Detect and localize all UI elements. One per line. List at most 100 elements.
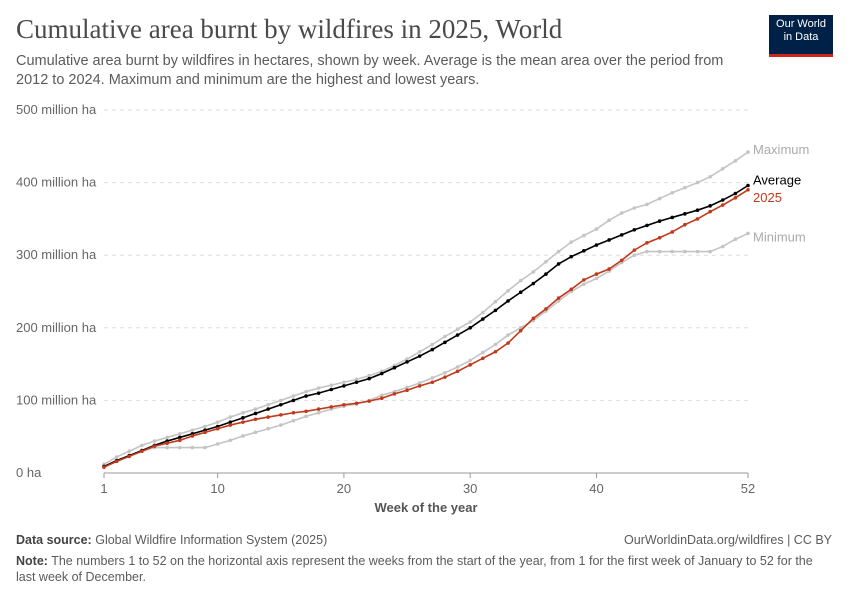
data-point (670, 230, 675, 234)
data-point (443, 340, 447, 345)
data-point (430, 342, 435, 347)
data-point (695, 208, 700, 212)
data-point (342, 384, 346, 388)
x-tick-label: 30 (463, 481, 477, 496)
data-point (594, 227, 599, 231)
data-point (518, 278, 523, 283)
series-label: Maximum (753, 142, 809, 157)
data-point (417, 349, 422, 354)
data-point (241, 434, 245, 438)
data-point (720, 167, 725, 171)
data-point (683, 249, 687, 254)
data-point (733, 237, 738, 242)
data-point (670, 249, 675, 254)
data-point (241, 420, 245, 424)
data-point (531, 281, 536, 286)
data-point (733, 159, 738, 163)
data-point (316, 391, 321, 395)
series-label: Average (753, 173, 801, 188)
data-point (443, 334, 447, 339)
data-point (405, 357, 409, 361)
data-point (304, 389, 308, 394)
data-point (215, 426, 220, 431)
data-point (405, 388, 409, 393)
data-point (140, 449, 144, 454)
note-text: The numbers 1 to 52 on the horizontal ax… (16, 554, 813, 584)
data-point (443, 371, 447, 375)
source-text: Global Wildfire Information System (2025… (95, 533, 328, 547)
data-point (708, 174, 712, 179)
series-line-maximum (103, 151, 749, 465)
data-point (417, 381, 422, 385)
chart-subtitle: Cumulative area burnt by wildfires in he… (16, 53, 724, 88)
data-point (380, 393, 384, 398)
data-point (746, 231, 750, 236)
data-point (518, 290, 523, 295)
data-point (291, 418, 296, 423)
data-point (720, 203, 725, 207)
x-tick-label: 1 (100, 481, 107, 496)
data-point (506, 333, 510, 337)
data-point (253, 430, 258, 435)
data-point (594, 276, 599, 281)
data-point (493, 342, 498, 347)
data-point (481, 356, 485, 361)
data-point (304, 414, 308, 419)
data-point (657, 235, 662, 240)
data-point (443, 375, 447, 379)
data-point (127, 449, 132, 454)
source-label: Data source: (16, 533, 92, 547)
data-point (619, 258, 624, 263)
series-label: 2025 (753, 190, 782, 205)
data-point (632, 253, 637, 257)
data-point (733, 191, 738, 196)
data-point (430, 376, 435, 380)
data-point (165, 441, 169, 446)
data-point (417, 384, 422, 388)
data-point (392, 365, 397, 370)
x-tick-label: 20 (337, 481, 351, 496)
data-point (405, 360, 409, 364)
data-point (708, 204, 712, 208)
data-point (582, 249, 586, 253)
data-point (468, 320, 472, 324)
owid-logo[interactable]: Our World in Data (769, 15, 833, 57)
data-point (278, 423, 283, 427)
data-point (468, 326, 472, 330)
data-point (645, 249, 649, 254)
data-point (241, 416, 245, 420)
data-point (177, 435, 182, 440)
data-point (607, 238, 611, 242)
source-link[interactable]: OurWorldinData.org/wildfires | CC BY (624, 533, 832, 547)
data-point (683, 185, 687, 190)
series-label: Minimum (753, 229, 806, 244)
data-point (430, 380, 435, 385)
series-line-minimum (103, 232, 749, 468)
data-point (203, 445, 207, 450)
data-point (506, 299, 510, 303)
data-point (278, 402, 283, 407)
data-point (455, 365, 460, 369)
data-point (569, 287, 574, 292)
data-point (152, 439, 157, 443)
data-point (329, 387, 334, 392)
data-point (215, 420, 220, 424)
data-point (455, 369, 460, 374)
data-point (228, 415, 233, 419)
data-point (354, 377, 359, 382)
data-point (632, 248, 637, 252)
data-point (316, 410, 321, 415)
data-point (291, 394, 296, 398)
data-point (367, 376, 371, 381)
note-label: Note: (16, 554, 48, 568)
data-point (455, 333, 460, 337)
data-point (203, 424, 207, 429)
data-point (695, 217, 700, 221)
data-point (380, 371, 384, 376)
data-point (266, 426, 270, 431)
data-point (670, 190, 675, 195)
data-point (253, 417, 258, 422)
data-point (405, 385, 409, 390)
x-tick-label: 52 (741, 481, 755, 496)
